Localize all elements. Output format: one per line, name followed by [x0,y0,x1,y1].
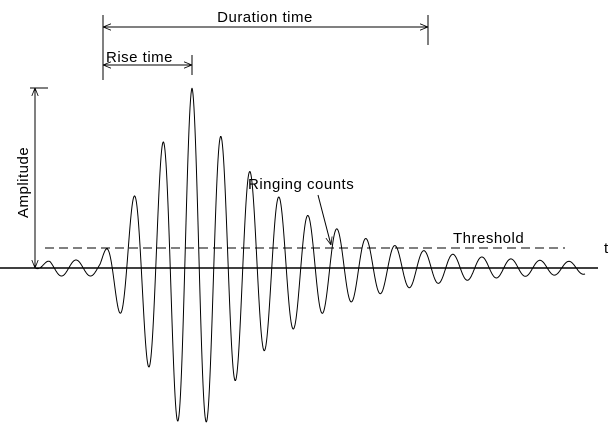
ringing-label: Ringing counts [248,176,354,193]
threshold-label: Threshold [453,230,524,247]
axis-label: t [604,240,609,257]
rise-label: Rise time [106,49,173,66]
amplitude-label: Amplitude [15,147,32,218]
ringing-arrow [317,194,331,245]
waveform [34,87,586,423]
duration-label: Duration time [217,9,313,26]
